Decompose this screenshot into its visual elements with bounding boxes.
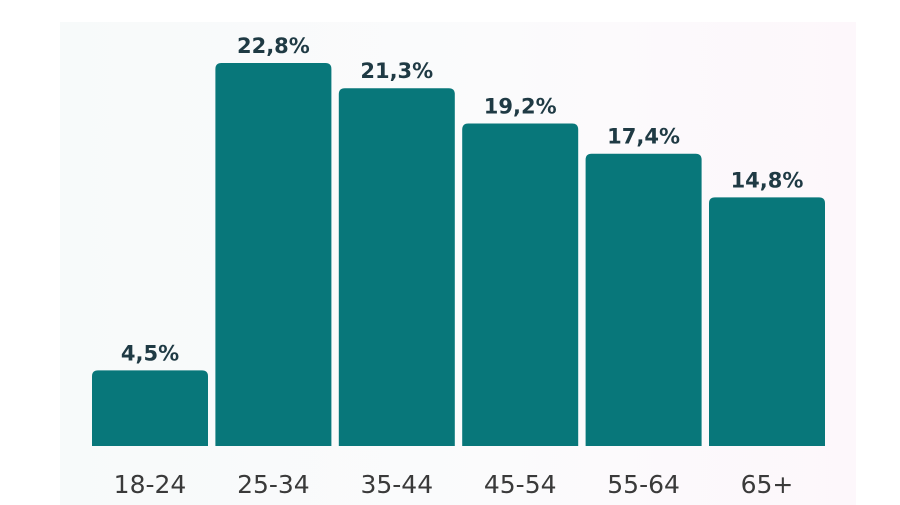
bar-45-54 bbox=[462, 123, 579, 446]
x-tick-label-65+: 65+ bbox=[741, 470, 794, 499]
bar-65+ bbox=[709, 197, 825, 446]
x-axis-tick-labels: 18-24 25-34 35-44 45-54 55-64 65+ bbox=[114, 470, 794, 499]
x-tick-label-55-64: 55-64 bbox=[607, 470, 680, 499]
bars-group bbox=[92, 63, 825, 447]
value-labels-group: 4,5% 22,8% 21,3% 19,2% 17,4% 14,8% bbox=[121, 34, 804, 365]
bar-55-64 bbox=[585, 153, 702, 447]
x-tick-label-18-24: 18-24 bbox=[114, 470, 187, 499]
x-tick-label-45-54: 45-54 bbox=[484, 470, 557, 499]
value-label-55-64: 17,4% bbox=[607, 125, 680, 149]
bar-35-44 bbox=[338, 88, 455, 447]
bar-25-34 bbox=[215, 63, 332, 446]
value-label-65+: 14,8% bbox=[731, 168, 804, 192]
x-tick-label-35-44: 35-44 bbox=[360, 470, 433, 499]
value-label-35-44: 21,3% bbox=[360, 59, 433, 83]
value-label-25-34: 22,8% bbox=[237, 34, 310, 58]
value-label-18-24: 4,5% bbox=[121, 341, 179, 365]
bar-18-24 bbox=[92, 370, 208, 446]
value-label-45-54: 19,2% bbox=[484, 94, 557, 118]
x-tick-label-25-34: 25-34 bbox=[237, 470, 310, 499]
